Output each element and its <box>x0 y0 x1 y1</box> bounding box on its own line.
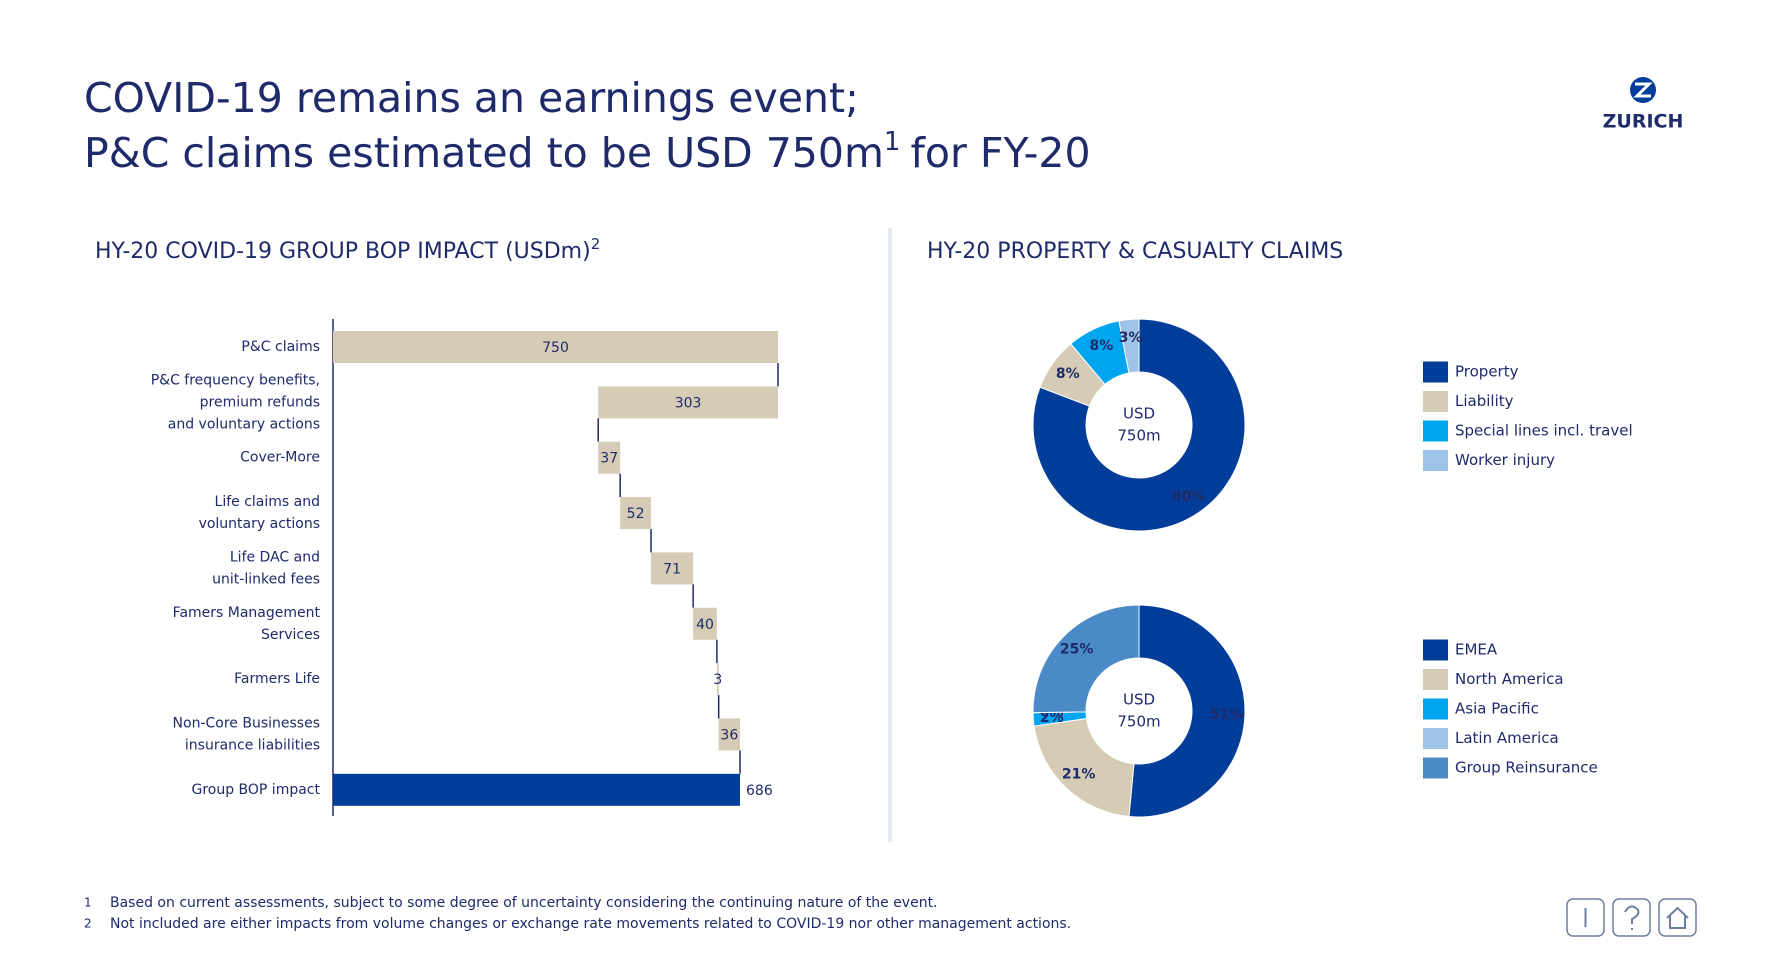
value-label: 37 <box>600 451 618 467</box>
value-label: 36 <box>720 727 738 743</box>
title-sup: 1 <box>884 127 901 157</box>
chart-title-text: HY-20 COVID-19 GROUP BOP IMPACT (USDm) <box>95 239 591 264</box>
value-label: 750 <box>542 340 569 356</box>
category-line: and voluntary actions <box>168 416 320 432</box>
value-label: 80% <box>1172 489 1206 505</box>
slice <box>1118 318 1140 374</box>
legend-label: Liability <box>1455 392 1514 410</box>
bar <box>716 663 719 696</box>
bar <box>651 552 694 585</box>
legend-label: Special lines incl. travel <box>1455 422 1633 440</box>
category-label: Life DAC and unit-linked fees <box>212 549 320 587</box>
center-label: 750m <box>1117 427 1160 445</box>
chart-title: HY-20 PROPERTY & CASUALTY CLAIMS <box>927 239 1343 264</box>
value-label: 3% <box>1119 330 1143 346</box>
logo-z <box>1633 82 1653 98</box>
legend-swatch <box>1423 757 1448 779</box>
bar <box>598 386 778 419</box>
logo-text: ZURICH <box>1603 111 1684 133</box>
legend-label: Group Reinsurance <box>1455 759 1598 777</box>
category-line: unit-linked fees <box>212 571 320 587</box>
title-line: COVID-19 remains an earnings event; <box>84 74 859 122</box>
bar <box>333 331 778 363</box>
legend-label: Latin America <box>1455 729 1559 747</box>
legend-label: Asia Pacific <box>1455 700 1539 718</box>
home-button[interactable] <box>1658 898 1697 937</box>
value-label: 40 <box>696 617 714 633</box>
chart-title-sup: 2 <box>591 235 601 253</box>
title-line: P&C claims estimated to be USD 750m1 for … <box>84 127 1091 178</box>
help-button[interactable] <box>1612 898 1651 937</box>
value-label: 3 <box>713 672 722 688</box>
category-label: P&C frequency benefits, premium refunds an… <box>151 372 320 432</box>
legend-label: EMEA <box>1455 641 1498 659</box>
legend-swatch <box>1423 420 1448 442</box>
chart-title: HY-20 COVID-19 GROUP BOP IMPACT (USDm)2 <box>95 235 600 265</box>
category-line: P&C frequency benefits, <box>151 372 320 388</box>
footnote-text: Based on current assessments, subject to… <box>110 895 938 911</box>
legend-swatch <box>1423 639 1448 661</box>
footnotes: 1 Based on current assessments, subject … <box>84 895 1071 932</box>
center-label: 750m <box>1117 713 1160 731</box>
category-label: Non-Core Businesses insurance liabilities <box>173 715 320 753</box>
category-line: P&C claims <box>241 339 320 355</box>
center-label: USD <box>1123 691 1155 709</box>
bar <box>718 718 741 751</box>
footnote-text: Not included are either impacts from vol… <box>110 916 1071 932</box>
slice <box>1128 604 1246 818</box>
value-label: 71 <box>663 561 681 577</box>
value-label: 21% <box>1062 766 1096 782</box>
category-label: Farmers Life <box>234 671 320 687</box>
value-label: 25% <box>1060 642 1094 658</box>
info-button[interactable] <box>1566 898 1605 937</box>
category-line: Famers Management <box>173 605 321 621</box>
legend-swatch <box>1423 450 1448 471</box>
value-label: 52 <box>627 506 645 522</box>
legend-label: Worker injury <box>1455 451 1555 469</box>
category-line: Group BOP impact <box>191 782 320 798</box>
value-label: 686 <box>746 783 773 799</box>
bar <box>333 773 741 806</box>
legend-swatch <box>1423 698 1448 720</box>
logo: ZURICH <box>1603 77 1684 133</box>
legend-label: North America <box>1455 670 1564 688</box>
category-line: Services <box>261 627 320 643</box>
value-label: 8% <box>1090 338 1114 354</box>
bar <box>620 497 652 530</box>
category-line: Non-Core Businesses <box>173 715 320 731</box>
category-line: Cover-More <box>240 450 320 466</box>
category-line: Life DAC and <box>230 549 320 565</box>
legend-swatch <box>1423 391 1448 412</box>
title-tail: for FY-20 <box>910 129 1090 177</box>
slice <box>1033 717 1135 818</box>
title-text: P&C claims estimated to be USD 750m <box>84 129 884 177</box>
category-label: Life claims and voluntary actions <box>199 494 320 532</box>
category-line: Farmers Life <box>234 671 320 687</box>
value-label: 51% <box>1210 707 1244 723</box>
legend-swatch <box>1423 669 1448 690</box>
category-label: Group BOP impact <box>191 782 320 798</box>
category-line: voluntary actions <box>199 516 320 532</box>
category-line: Life claims and <box>215 494 320 510</box>
legend-swatch <box>1423 728 1448 749</box>
category-line: premium refunds <box>200 394 320 410</box>
slice <box>1032 604 1140 714</box>
value-label: 303 <box>675 395 702 411</box>
category-label: Cover-More <box>240 450 320 466</box>
category-label: P&C claims <box>241 339 320 355</box>
bar <box>693 607 717 640</box>
footnote-mark: 1 <box>84 896 92 910</box>
value-label: 2% <box>1040 710 1064 726</box>
category-label: Famers Management Services <box>173 605 321 643</box>
footnote-mark: 2 <box>84 917 92 931</box>
legend-label: Property <box>1455 363 1519 381</box>
center-label: USD <box>1123 405 1155 423</box>
value-label: 8% <box>1056 366 1080 382</box>
legend-swatch <box>1423 361 1448 383</box>
slice <box>1032 318 1246 532</box>
category-line: insurance liabilities <box>185 737 320 753</box>
bar <box>598 441 621 474</box>
